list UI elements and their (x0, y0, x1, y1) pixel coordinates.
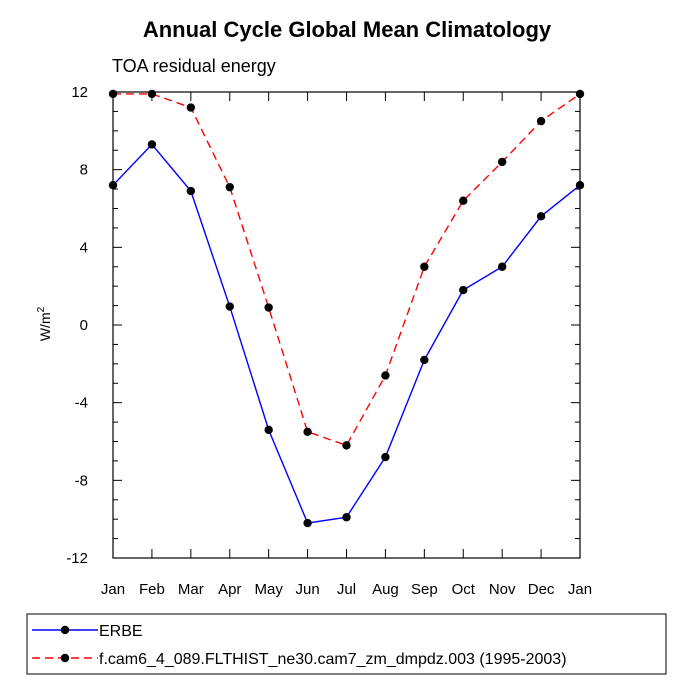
data-point (536, 116, 546, 126)
legend-item: ERBE (32, 623, 143, 640)
data-point (147, 140, 157, 149)
x-tick-label: May (254, 581, 283, 598)
data-point (575, 89, 585, 99)
x-tick-label: Jun (295, 581, 319, 598)
legend-item: f.cam6_4_089.FLTHIST_ne30.cam7_zm_dmpdz.… (32, 651, 567, 668)
data-point (108, 181, 118, 190)
x-tick-label: Jan (568, 581, 592, 598)
data-point (108, 89, 118, 99)
chart-subtitle: TOA residual energy (112, 56, 276, 76)
x-tick-label: Apr (218, 581, 241, 598)
data-point (575, 181, 585, 190)
series-line (112, 143, 581, 524)
data-point (420, 355, 429, 365)
series-line (113, 93, 581, 447)
y-axis-label-superscript: 2 (36, 306, 47, 312)
legend-swatch-marker (60, 625, 70, 635)
data-point (186, 186, 196, 196)
data-point (459, 196, 468, 205)
data-point (147, 89, 157, 99)
data-point (459, 285, 468, 295)
x-tick-label: Jul (337, 581, 356, 598)
legend-swatch-marker (60, 653, 70, 663)
data-point (264, 425, 273, 435)
x-tick-label: Oct (452, 581, 476, 598)
data-point (186, 103, 196, 112)
data-point (303, 427, 312, 436)
data-point (342, 513, 351, 522)
x-tick-label: Dec (528, 581, 555, 598)
y-tick-label: 0 (80, 317, 88, 334)
y-tick-labels: -12 -8 -4 0 4 8 12 (66, 84, 88, 567)
y-tick-label: 4 (80, 239, 88, 256)
data-point (497, 157, 507, 167)
series-group (108, 89, 585, 528)
data-point (225, 302, 234, 311)
data-point (381, 452, 390, 462)
data-point (536, 212, 546, 221)
y-tick-label: 12 (71, 84, 88, 101)
x-tick-label: Nov (489, 581, 516, 598)
x-tick-label: Sep (411, 581, 438, 598)
data-point (225, 182, 234, 192)
y-axis-label: W/m2 (36, 306, 53, 341)
series-1 (108, 140, 585, 528)
y-tick-label: 8 (80, 162, 88, 179)
legend-label: f.cam6_4_089.FLTHIST_ne30.cam7_zm_dmpdz.… (99, 651, 567, 668)
ticks (112, 91, 581, 559)
y-tick-label: -12 (66, 550, 88, 567)
x-tick-label: Jan (101, 581, 125, 598)
data-point (420, 262, 429, 271)
legend: ERBE f.cam6_4_089.FLTHIST_ne30.cam7_zm_dm… (26, 613, 667, 675)
x-tick-labels: Jan Feb Mar Apr May Jun Jul Aug Sep Oct Nov Dec Jan (101, 581, 592, 598)
data-point (342, 441, 351, 450)
data-point (381, 371, 390, 380)
series-2 (108, 89, 585, 450)
legend-label: ERBE (99, 623, 143, 640)
chart-title: Annual Cycle Global Mean Climatology (143, 17, 552, 42)
legend-box (26, 613, 667, 675)
plot-frame (112, 91, 581, 559)
x-tick-label: Mar (178, 581, 204, 598)
y-tick-label: -8 (75, 472, 88, 489)
x-tick-label: Feb (139, 581, 165, 598)
axes (112, 91, 581, 559)
data-point (264, 303, 273, 312)
data-point (497, 262, 507, 271)
data-point (303, 518, 312, 528)
y-tick-label: -4 (75, 395, 88, 412)
x-tick-label: Aug (372, 581, 399, 598)
